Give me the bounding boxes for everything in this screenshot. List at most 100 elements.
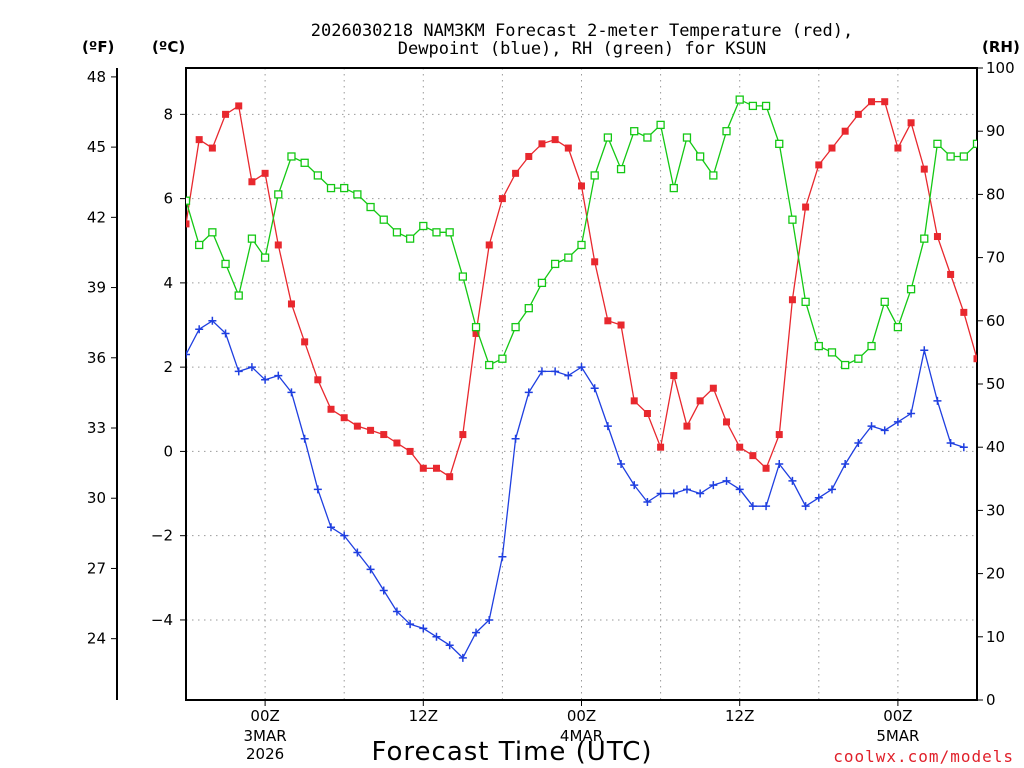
dewpoint-point <box>669 489 678 498</box>
temperature-point <box>947 270 955 278</box>
temperature-point <box>788 296 796 304</box>
dewpoint-point <box>247 363 256 372</box>
temperature-point <box>802 203 810 211</box>
dewpoint-point <box>893 417 902 426</box>
dewpoint-point <box>419 624 428 633</box>
temperature-point <box>367 426 375 434</box>
fahrenheit-tick-label: 42 <box>87 208 106 226</box>
chart-title-line2: Dewpoint (blue), RH (green) for KSUN <box>398 39 766 59</box>
temperature-point <box>854 110 862 118</box>
dewpoint-point <box>551 367 560 376</box>
celsius-tick-label: −4 <box>151 611 173 629</box>
chart-axes <box>111 67 983 706</box>
rh-tick-label: 0 <box>986 691 996 709</box>
temperature-point <box>683 422 691 430</box>
dewpoint-point <box>195 325 204 334</box>
temperature-point <box>933 233 941 241</box>
rh-point <box>419 221 428 231</box>
rh-point <box>247 234 257 243</box>
rh-point <box>195 240 204 250</box>
temperature-point <box>287 300 295 308</box>
temperature-point <box>327 405 335 413</box>
fahrenheit-tick-label: 33 <box>87 419 106 437</box>
fahrenheit-unit-label: (ºF) <box>82 38 114 56</box>
temperature-point <box>186 220 190 228</box>
dewpoint-point <box>498 552 507 561</box>
rh-point <box>867 341 876 351</box>
chart-series <box>186 95 977 662</box>
rh-point <box>814 341 823 351</box>
temperature-point <box>696 397 704 405</box>
dewpoint-point <box>472 628 481 637</box>
celsius-unit-label: (ºC) <box>152 38 185 56</box>
temperature-point <box>775 431 783 439</box>
dewpoint-point <box>300 434 309 443</box>
temperature-point <box>498 195 506 203</box>
celsius-tick-label: 8 <box>163 105 173 123</box>
rh-point <box>498 354 507 363</box>
temperature-point <box>485 241 493 249</box>
temperature-point <box>512 169 520 177</box>
rh-point <box>287 152 296 161</box>
x-tick-sublabel: 5MAR <box>876 727 919 745</box>
dewpoint-point <box>445 641 454 650</box>
rh-point <box>221 259 230 269</box>
dewpoint-point <box>722 476 731 485</box>
chart-title-line1: 2026030218 NAM3KM Forecast 2-meter Tempe… <box>311 21 853 41</box>
dewpoint-point <box>841 460 850 469</box>
rh-point <box>353 190 362 199</box>
dewpoint-point <box>313 485 322 494</box>
temperature-point <box>472 329 480 337</box>
x-tick-label: 00Z <box>250 707 279 725</box>
dewpoint-point <box>287 388 296 397</box>
dewpoint-line <box>186 319 964 659</box>
rh-point <box>669 183 678 193</box>
rh-point <box>959 152 968 161</box>
dewpoint-point <box>643 497 652 506</box>
temperature-point <box>736 443 744 451</box>
x-tick-label: 12Z <box>725 707 754 725</box>
rh-point <box>972 139 977 148</box>
dewpoint-point <box>186 350 190 359</box>
rh-point <box>801 297 810 306</box>
temperature-line <box>186 101 977 478</box>
temperature-point <box>208 144 216 152</box>
x-tick-label: 12Z <box>409 707 438 725</box>
rh-point <box>920 234 929 243</box>
rh-point <box>564 253 573 262</box>
fahrenheit-tick-label: 39 <box>87 279 106 297</box>
x-tick-sublabel: 2026 <box>246 745 284 763</box>
fahrenheit-tick-label: 48 <box>87 68 106 86</box>
fahrenheit-tick-label: 24 <box>87 630 106 648</box>
temperature-point <box>380 431 388 439</box>
temperature-point <box>274 241 282 249</box>
temperature-point <box>261 169 269 177</box>
rh-point <box>841 360 850 370</box>
rh-point <box>392 228 402 237</box>
rh-point <box>274 190 283 199</box>
dewpoint-point <box>762 502 771 511</box>
rh-tick-label: 80 <box>986 185 1005 203</box>
temperature-point <box>222 110 230 118</box>
celsius-tick-label: 4 <box>163 274 173 292</box>
temperature-point <box>617 321 625 329</box>
credit-label: coolwx.com/models <box>833 747 1014 766</box>
dewpoint-point <box>221 329 230 338</box>
rh-tick-label: 10 <box>986 628 1005 646</box>
rh-point <box>208 228 217 237</box>
dewpoint-point <box>748 502 757 511</box>
temperature-point <box>894 144 902 152</box>
celsius-tick-label: −2 <box>151 527 173 545</box>
dewpoint-point <box>485 615 494 624</box>
dewpoint-point <box>933 396 942 405</box>
rh-point <box>537 278 547 288</box>
temperature-point <box>762 464 770 472</box>
temperature-point <box>314 376 322 384</box>
temperature-point <box>248 178 256 186</box>
rh-point <box>748 101 758 111</box>
temperature-point <box>828 144 836 152</box>
temperature-point <box>195 136 203 144</box>
dewpoint-point <box>867 422 876 431</box>
fahrenheit-tick-label: 36 <box>87 349 106 367</box>
